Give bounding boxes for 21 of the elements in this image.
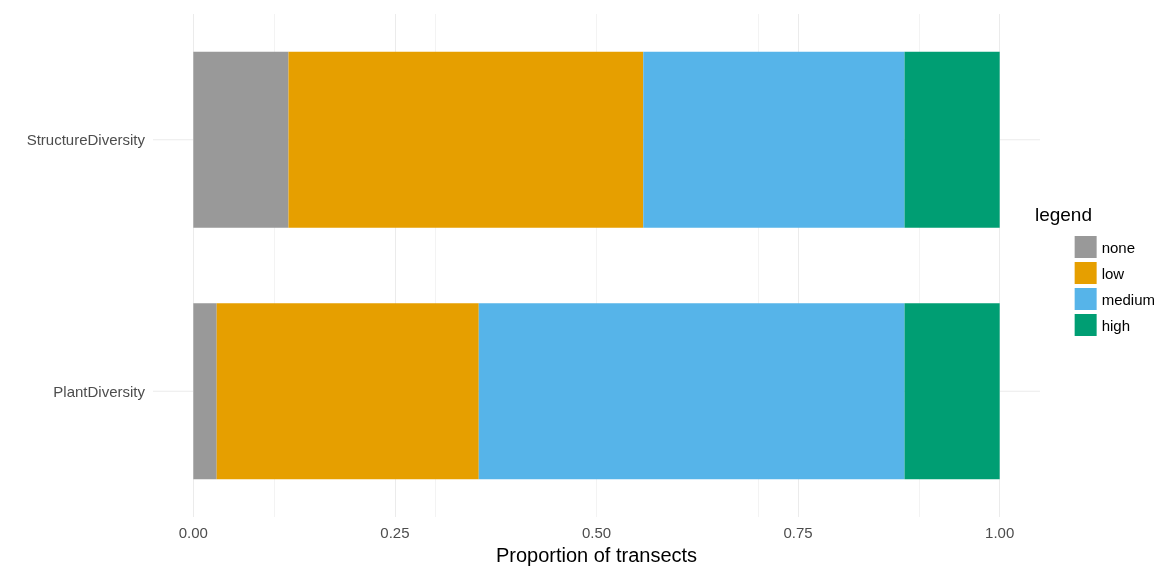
bar [216, 303, 479, 480]
bar [478, 303, 905, 480]
bar [904, 51, 1000, 228]
x-tick-label: 1.00 [985, 524, 1015, 541]
legend-title: legend [1034, 204, 1093, 225]
x-tick-label: 0.25 [380, 524, 410, 541]
y-tick-label: PlantDiversity [53, 382, 146, 400]
bar [193, 303, 217, 480]
legend-label: low [1101, 264, 1125, 282]
bar [643, 51, 905, 228]
x-tick-label: 0.75 [783, 524, 813, 541]
bar [193, 51, 289, 228]
x-tick-label: 0.00 [178, 524, 208, 541]
legend-label: none [1101, 238, 1136, 256]
x-tick-label: 0.50 [581, 524, 612, 541]
legend-label: medium [1101, 290, 1156, 308]
bar [904, 303, 1000, 480]
legend-label: high [1101, 316, 1131, 334]
x-axis-title: Proportion of transects [495, 544, 698, 566]
y-tick-label: StructureDiversity [26, 131, 146, 149]
bar [288, 51, 644, 228]
